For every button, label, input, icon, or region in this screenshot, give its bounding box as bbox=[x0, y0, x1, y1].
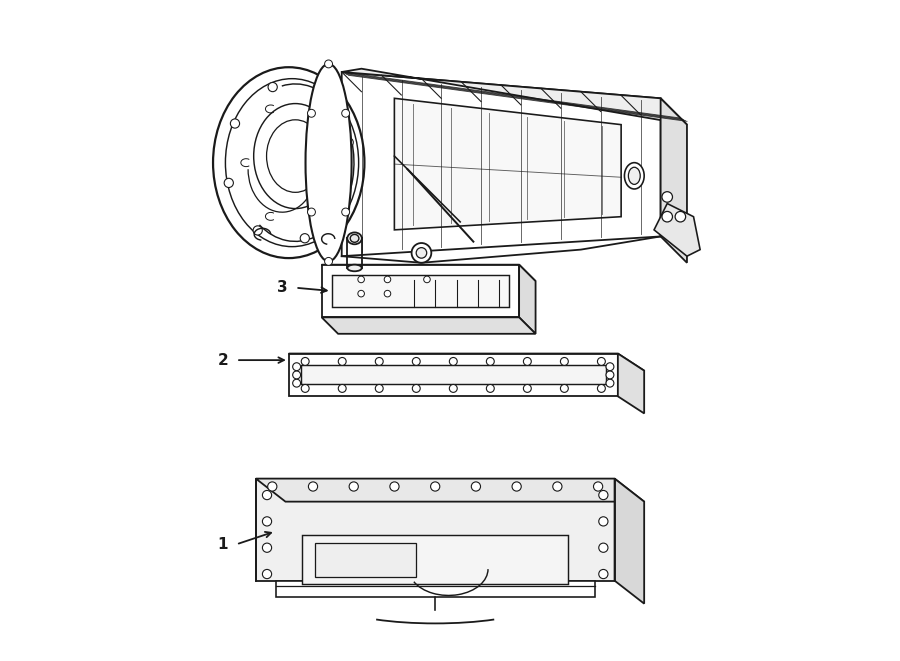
Circle shape bbox=[472, 482, 481, 491]
Polygon shape bbox=[519, 264, 536, 334]
Circle shape bbox=[390, 482, 399, 491]
Polygon shape bbox=[394, 98, 621, 230]
Circle shape bbox=[606, 379, 614, 387]
Circle shape bbox=[342, 208, 349, 216]
Circle shape bbox=[430, 482, 440, 491]
Circle shape bbox=[593, 482, 603, 491]
Ellipse shape bbox=[350, 235, 359, 243]
Circle shape bbox=[292, 371, 301, 379]
Circle shape bbox=[292, 363, 301, 371]
Circle shape bbox=[424, 276, 430, 283]
Circle shape bbox=[301, 233, 310, 243]
Polygon shape bbox=[617, 354, 644, 413]
Circle shape bbox=[598, 517, 608, 526]
Circle shape bbox=[512, 482, 521, 491]
Polygon shape bbox=[289, 354, 644, 371]
Circle shape bbox=[268, 83, 277, 92]
Circle shape bbox=[486, 358, 494, 366]
Circle shape bbox=[412, 358, 420, 366]
Circle shape bbox=[263, 517, 272, 526]
Ellipse shape bbox=[305, 64, 352, 261]
Circle shape bbox=[675, 212, 686, 222]
Polygon shape bbox=[301, 366, 606, 385]
Circle shape bbox=[384, 276, 391, 283]
Polygon shape bbox=[661, 98, 687, 263]
Circle shape bbox=[449, 385, 457, 393]
Polygon shape bbox=[342, 72, 661, 256]
Circle shape bbox=[358, 290, 365, 297]
Circle shape bbox=[267, 482, 277, 491]
Circle shape bbox=[224, 178, 233, 188]
Circle shape bbox=[230, 119, 239, 128]
Ellipse shape bbox=[266, 120, 324, 192]
Circle shape bbox=[308, 208, 315, 216]
Circle shape bbox=[342, 109, 349, 117]
Ellipse shape bbox=[347, 264, 362, 271]
Circle shape bbox=[662, 192, 672, 202]
Circle shape bbox=[598, 385, 606, 393]
Circle shape bbox=[263, 490, 272, 500]
Circle shape bbox=[606, 363, 614, 371]
Circle shape bbox=[338, 358, 346, 366]
Polygon shape bbox=[331, 274, 509, 307]
Circle shape bbox=[486, 385, 494, 393]
Polygon shape bbox=[315, 543, 417, 577]
Ellipse shape bbox=[254, 104, 337, 209]
Circle shape bbox=[524, 358, 531, 366]
Circle shape bbox=[598, 358, 606, 366]
Circle shape bbox=[263, 569, 272, 578]
Ellipse shape bbox=[213, 67, 364, 258]
Circle shape bbox=[561, 358, 568, 366]
Circle shape bbox=[325, 257, 332, 265]
Text: 2: 2 bbox=[218, 352, 229, 368]
Polygon shape bbox=[256, 479, 615, 580]
Circle shape bbox=[302, 385, 309, 393]
Circle shape bbox=[358, 276, 365, 283]
Circle shape bbox=[308, 109, 315, 117]
Circle shape bbox=[598, 543, 608, 553]
Circle shape bbox=[384, 290, 391, 297]
Circle shape bbox=[253, 226, 262, 235]
Circle shape bbox=[338, 385, 346, 393]
Circle shape bbox=[375, 385, 383, 393]
Text: 1: 1 bbox=[218, 537, 229, 552]
Circle shape bbox=[524, 385, 531, 393]
Ellipse shape bbox=[625, 163, 644, 189]
Circle shape bbox=[338, 197, 347, 206]
Polygon shape bbox=[256, 479, 644, 502]
Polygon shape bbox=[302, 535, 569, 584]
Circle shape bbox=[598, 569, 608, 578]
Circle shape bbox=[263, 543, 272, 553]
Circle shape bbox=[292, 379, 301, 387]
Circle shape bbox=[375, 358, 383, 366]
Circle shape bbox=[309, 482, 318, 491]
Circle shape bbox=[349, 482, 358, 491]
Ellipse shape bbox=[628, 167, 640, 184]
Circle shape bbox=[315, 91, 324, 100]
Text: 3: 3 bbox=[277, 280, 287, 295]
Polygon shape bbox=[289, 354, 617, 397]
Circle shape bbox=[598, 490, 608, 500]
Ellipse shape bbox=[347, 233, 362, 245]
Circle shape bbox=[325, 60, 332, 68]
Circle shape bbox=[416, 248, 427, 258]
Circle shape bbox=[606, 371, 614, 379]
Circle shape bbox=[449, 358, 457, 366]
Polygon shape bbox=[321, 317, 536, 334]
Circle shape bbox=[344, 137, 354, 147]
Circle shape bbox=[411, 243, 431, 263]
Polygon shape bbox=[275, 580, 595, 597]
Polygon shape bbox=[654, 204, 700, 256]
Circle shape bbox=[553, 482, 562, 491]
Circle shape bbox=[412, 385, 420, 393]
Ellipse shape bbox=[225, 79, 358, 247]
Polygon shape bbox=[321, 264, 519, 317]
Circle shape bbox=[561, 385, 568, 393]
Circle shape bbox=[662, 212, 672, 222]
Polygon shape bbox=[615, 479, 644, 603]
Circle shape bbox=[302, 358, 309, 366]
Polygon shape bbox=[321, 264, 536, 281]
Polygon shape bbox=[342, 69, 687, 125]
